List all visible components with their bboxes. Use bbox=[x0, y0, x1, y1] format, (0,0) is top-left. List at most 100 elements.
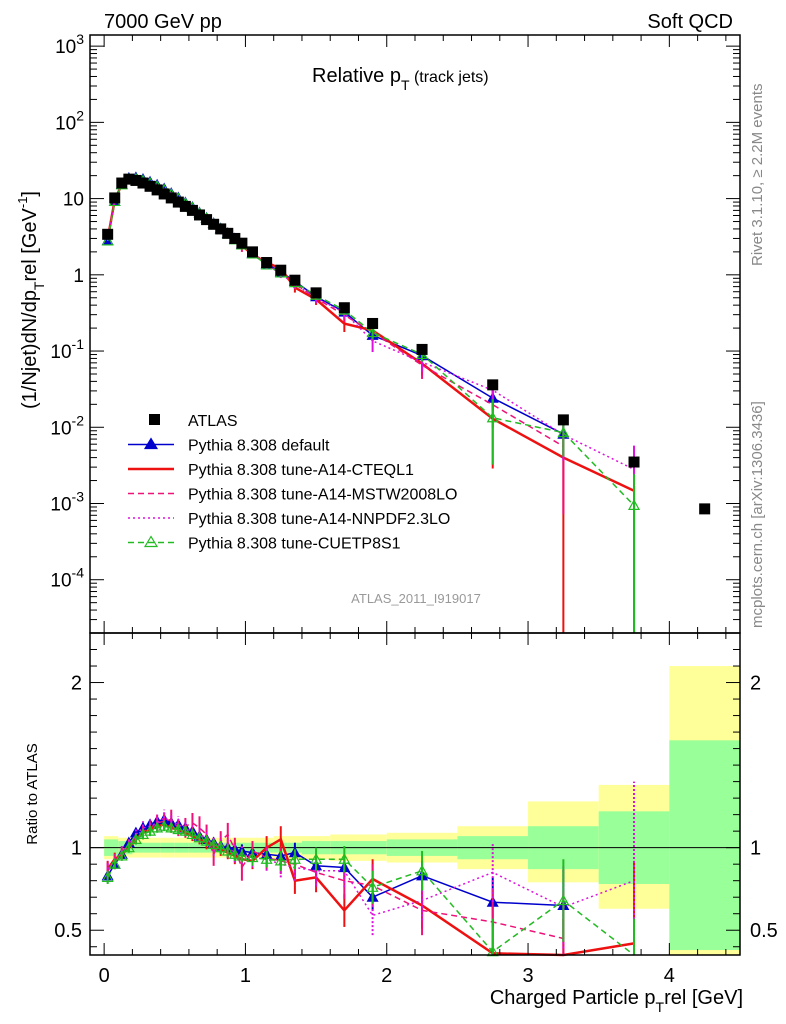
y-tick-label: 10-1 bbox=[50, 336, 84, 363]
y-tick-label: 10-2 bbox=[50, 412, 84, 439]
ratio-marker-cuetp8s1 bbox=[260, 852, 273, 864]
analysis-label: ATLAS_2011_I919017 bbox=[351, 591, 481, 606]
data-point-atlas bbox=[338, 302, 350, 314]
ratio-marker-cuetp8s1 bbox=[310, 852, 323, 864]
data-point-atlas bbox=[165, 192, 177, 204]
ratio-marker-cuetp8s1 bbox=[172, 823, 185, 835]
side-label-top: Rivet 3.1.10, ≥ 2.2M events bbox=[749, 84, 766, 267]
main-panel: 10-4 10-3 10-2 10-1 1 10 102 103 bbox=[50, 31, 741, 634]
y-axis-label-main: (1/Njet)dN/dpTrel [GeV-1] bbox=[15, 191, 47, 409]
ratio-marker-cuetp8s1 bbox=[366, 881, 379, 892]
data-point-atlas bbox=[186, 204, 198, 216]
ratio-marker-cuetp8s1 bbox=[158, 819, 171, 831]
ratio-marker-cuetp8s1 bbox=[557, 894, 570, 906]
y-tick-label: 10 bbox=[63, 190, 84, 211]
series-marker-cuetp8s1 bbox=[366, 326, 379, 338]
y-tick-label-ratio-right: 1 bbox=[750, 838, 761, 860]
data-point-atlas bbox=[222, 227, 234, 239]
data-point-atlas bbox=[229, 232, 241, 244]
legend-label: Pythia 8.308 tune-A14-NNPDF2.3LO bbox=[188, 511, 450, 528]
legend-marker-atlas bbox=[149, 414, 160, 425]
data-point-atlas bbox=[699, 503, 711, 515]
y-tick-label-ratio-right: 0.5 bbox=[750, 920, 778, 942]
ratio-marker-cuetp8s1 bbox=[193, 831, 206, 843]
y-tick-label: 10-3 bbox=[50, 488, 84, 515]
series-marker-cuetp8s1 bbox=[486, 411, 499, 423]
ratio-marker-cuetp8s1 bbox=[165, 821, 178, 833]
x-tick-label: 1 bbox=[240, 965, 251, 987]
legend-entry: ATLAS bbox=[149, 413, 238, 430]
ratio-marker-cuetp8s1 bbox=[101, 871, 114, 882]
data-point-atlas bbox=[628, 456, 640, 468]
data-point-atlas bbox=[236, 237, 248, 249]
ratio-marker-cuetp8s1 bbox=[214, 841, 227, 853]
ratio-marker-cuetp8s1 bbox=[207, 838, 220, 849]
y-axis-label-ratio: Ratio to ATLAS bbox=[24, 743, 41, 844]
series-marker-cuetp8s1 bbox=[101, 234, 114, 246]
ratio-marker-cuetp8s1 bbox=[151, 821, 164, 833]
data-point-atlas bbox=[416, 343, 428, 355]
y-tick-label: 103 bbox=[55, 31, 84, 58]
data-point-atlas bbox=[102, 228, 114, 240]
data-point-atlas bbox=[179, 200, 191, 212]
x-axis-label: Charged Particle pTrel [GeV] bbox=[490, 987, 743, 1015]
data-point-atlas bbox=[137, 177, 149, 189]
series-marker-cuetp8s1 bbox=[557, 426, 570, 438]
ratio-band-inner bbox=[669, 740, 740, 951]
legend-label: Pythia 8.308 tune-CUETP8S1 bbox=[188, 536, 401, 553]
data-point-atlas bbox=[144, 180, 156, 192]
series-line-cuetp8s1 bbox=[106, 178, 635, 506]
header-left: 7000 GeV pp bbox=[104, 11, 222, 33]
legend-entry: Pythia 8.308 tune-A14-MSTW2008LO bbox=[128, 487, 457, 504]
ratio-marker-cuetp8s1 bbox=[186, 828, 199, 840]
data-point-atlas bbox=[116, 177, 128, 189]
y-tick-label: 1 bbox=[73, 266, 84, 287]
side-label-bottom: mcplots.cern.ch [arXiv:1306.3436] bbox=[749, 401, 766, 628]
legend-marker-cuetp8s1 bbox=[143, 535, 159, 548]
ratio-marker-cuetp8s1 bbox=[108, 857, 121, 869]
data-point-atlas bbox=[151, 184, 163, 196]
data-point-atlas bbox=[310, 287, 322, 299]
data-point-atlas bbox=[109, 192, 121, 204]
data-point-atlas bbox=[275, 264, 287, 276]
ratio-marker-cuetp8s1 bbox=[228, 848, 241, 859]
x-tick-label: 3 bbox=[522, 965, 533, 987]
header-right: Soft QCD bbox=[647, 11, 733, 33]
data-point-atlas bbox=[208, 218, 220, 230]
ratio-marker-cuetp8s1 bbox=[274, 854, 287, 866]
data-point-atlas bbox=[172, 196, 184, 208]
ratio-marker-cuetp8s1 bbox=[115, 849, 128, 861]
data-point-atlas bbox=[194, 209, 206, 221]
legend-entry: Pythia 8.308 tune-CUETP8S1 bbox=[128, 535, 401, 553]
legend-entry: Pythia 8.308 default bbox=[128, 437, 330, 455]
y-tick-label-ratio-right: 2 bbox=[750, 673, 761, 695]
y-tick-label-ratio: 1 bbox=[71, 838, 82, 860]
data-point-atlas bbox=[215, 223, 227, 235]
plot-title: Relative pT (track jets) bbox=[312, 65, 489, 93]
data-point-atlas bbox=[247, 246, 258, 258]
y-tick-label-ratio: 2 bbox=[71, 673, 82, 695]
y-tick-label-ratio: 0.5 bbox=[54, 920, 82, 942]
series-line-a14mstw bbox=[106, 177, 564, 447]
legend-label: Pythia 8.308 tune-A14-MSTW2008LO bbox=[188, 487, 457, 504]
ratio-marker-cuetp8s1 bbox=[338, 852, 351, 864]
data-point-atlas bbox=[261, 257, 273, 269]
ratio-marker-cuetp8s1 bbox=[179, 824, 192, 836]
legend-entry: Pythia 8.308 tune-A14-CTEQL1 bbox=[128, 462, 414, 479]
legend-entry: Pythia 8.308 tune-A14-NNPDF2.3LO bbox=[128, 511, 450, 528]
data-point-atlas bbox=[487, 379, 499, 391]
x-tick-label: 0 bbox=[99, 965, 110, 987]
x-tick-label: 4 bbox=[664, 965, 675, 987]
data-point-atlas bbox=[289, 274, 301, 286]
data-point-atlas bbox=[201, 214, 213, 226]
data-point-atlas bbox=[123, 173, 135, 185]
legend-marker-default bbox=[143, 437, 159, 450]
legend-label: ATLAS bbox=[188, 413, 238, 430]
ratio-marker-cuetp8s1 bbox=[200, 834, 213, 846]
y-tick-label: 10-4 bbox=[50, 565, 84, 592]
ratio-panel: 0 1 2 3 4 0.5 0.5 1 1 2 2 bbox=[54, 632, 778, 987]
legend-label: Pythia 8.308 tune-A14-CTEQL1 bbox=[188, 462, 414, 479]
ratio-marker-cuetp8s1 bbox=[416, 864, 429, 876]
ratio-marker-cuetp8s1 bbox=[288, 852, 301, 864]
